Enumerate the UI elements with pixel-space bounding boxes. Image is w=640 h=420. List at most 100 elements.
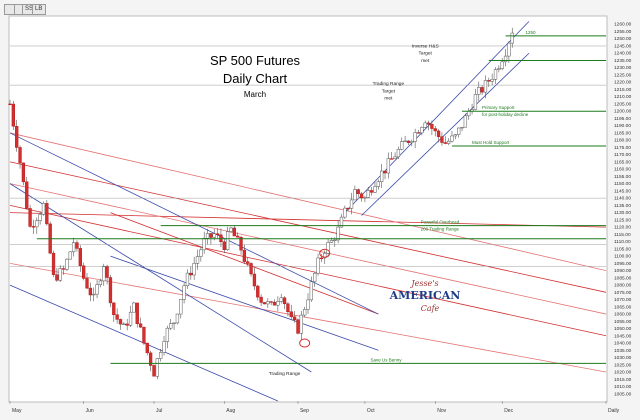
candle-down [346, 207, 350, 210]
candle-up [463, 115, 468, 128]
candle-down [296, 319, 300, 334]
y-tick-label: 1210.00 [614, 94, 632, 100]
y-tick-label: 1095.00 [614, 261, 632, 267]
candle-down [25, 181, 29, 209]
candle-up [510, 32, 514, 44]
green-level-label: for post-holiday decline [482, 112, 529, 117]
candle-down [289, 311, 293, 318]
candle-down [61, 268, 66, 270]
candle-down [21, 162, 26, 183]
candle-down [118, 319, 123, 325]
candle-up [71, 242, 76, 253]
candle-up [185, 272, 190, 287]
green-level-label: Primary Support [482, 105, 515, 110]
cafe-logo-line2: AMERICAN [389, 289, 461, 302]
chart-annotation: Target [419, 51, 433, 57]
chart-period: March [244, 90, 266, 99]
candle-up [128, 311, 133, 326]
candle-up [279, 297, 283, 302]
y-tick-label: 1025.00 [614, 362, 632, 368]
y-tick-label: 1175.00 [614, 145, 631, 151]
candle-up [195, 256, 200, 264]
candle-down [88, 287, 93, 296]
x-tick-label: Daily [608, 408, 620, 414]
candle-down [11, 103, 15, 127]
candle-up [192, 263, 196, 276]
candle-down [18, 147, 22, 164]
candle-down [487, 80, 491, 82]
candle-up [329, 240, 334, 243]
candle-up [460, 126, 464, 129]
candle-down [440, 136, 444, 143]
y-tick-label: 1105.00 [614, 246, 631, 252]
y-tick-label: 1130.00 [614, 210, 631, 216]
candle-down [15, 125, 19, 148]
plot-background [8, 15, 608, 403]
x-tick-label: Oct [367, 408, 375, 414]
x-tick-label: Sep [300, 408, 309, 414]
candle-down [443, 142, 447, 144]
red-channel-line [9, 212, 607, 228]
candle-down [272, 301, 277, 306]
annotation-circle [319, 248, 331, 258]
candle-up [155, 358, 159, 377]
candle-up [353, 189, 357, 201]
y-tick-label: 1080.00 [614, 283, 632, 289]
y-tick-label: 1010.00 [614, 384, 632, 390]
candle-up [380, 170, 384, 182]
candle-up [420, 127, 424, 134]
y-tick-label: 1015.00 [614, 377, 632, 383]
candle-down [436, 130, 441, 137]
toolbar-button-lb[interactable]: LB [32, 4, 46, 15]
candle-down [262, 302, 267, 305]
candle-up [68, 251, 72, 260]
candle-up [172, 322, 176, 324]
candle-down [259, 296, 263, 303]
candle-up [303, 309, 307, 316]
candle-up [343, 207, 347, 218]
candle-down [319, 257, 324, 260]
candle-up [410, 141, 414, 143]
y-tick-label: 1070.00 [614, 297, 632, 303]
y-tick-label: 1055.00 [614, 319, 632, 325]
candle-down [125, 323, 129, 326]
y-tick-label: 1050.00 [614, 326, 632, 332]
chart-title: SP 500 Futures [210, 53, 301, 68]
y-tick-label: 1135.00 [614, 203, 631, 209]
y-tick-label: 1225.00 [614, 72, 632, 78]
candle-up [98, 280, 103, 285]
candle-up [477, 87, 481, 95]
y-tick-label: 1065.00 [614, 304, 632, 310]
candle-up [122, 323, 126, 326]
red-channel-line [9, 183, 607, 315]
candle-down [152, 365, 156, 377]
candle-up [65, 258, 69, 270]
candle-up [446, 140, 451, 144]
candle-up [182, 285, 186, 300]
x-tick-label: Nov [437, 408, 446, 414]
candle-down [85, 278, 89, 289]
candle-down [75, 242, 79, 249]
candle-down [246, 261, 250, 264]
candle-down [51, 252, 56, 275]
green-level-label: 200 Trading Range [421, 227, 460, 232]
blue-channel-line [361, 52, 530, 216]
candle-up [450, 135, 454, 142]
candle-down [356, 189, 360, 194]
candle-down [416, 132, 421, 134]
candle-down [189, 272, 193, 276]
candle-up [41, 203, 46, 215]
y-tick-label: 1250.00 [614, 36, 632, 42]
candle-down [236, 235, 240, 238]
y-tick-label: 1215.00 [614, 87, 632, 93]
candle-up [500, 61, 504, 69]
candle-up [497, 68, 501, 70]
candle-up [179, 299, 183, 315]
candle-up [299, 314, 303, 334]
y-tick-label: 1155.00 [614, 174, 631, 180]
candle-down [390, 158, 394, 160]
candle-up [396, 149, 401, 158]
candle-up [339, 216, 344, 228]
candle-up [38, 214, 42, 221]
